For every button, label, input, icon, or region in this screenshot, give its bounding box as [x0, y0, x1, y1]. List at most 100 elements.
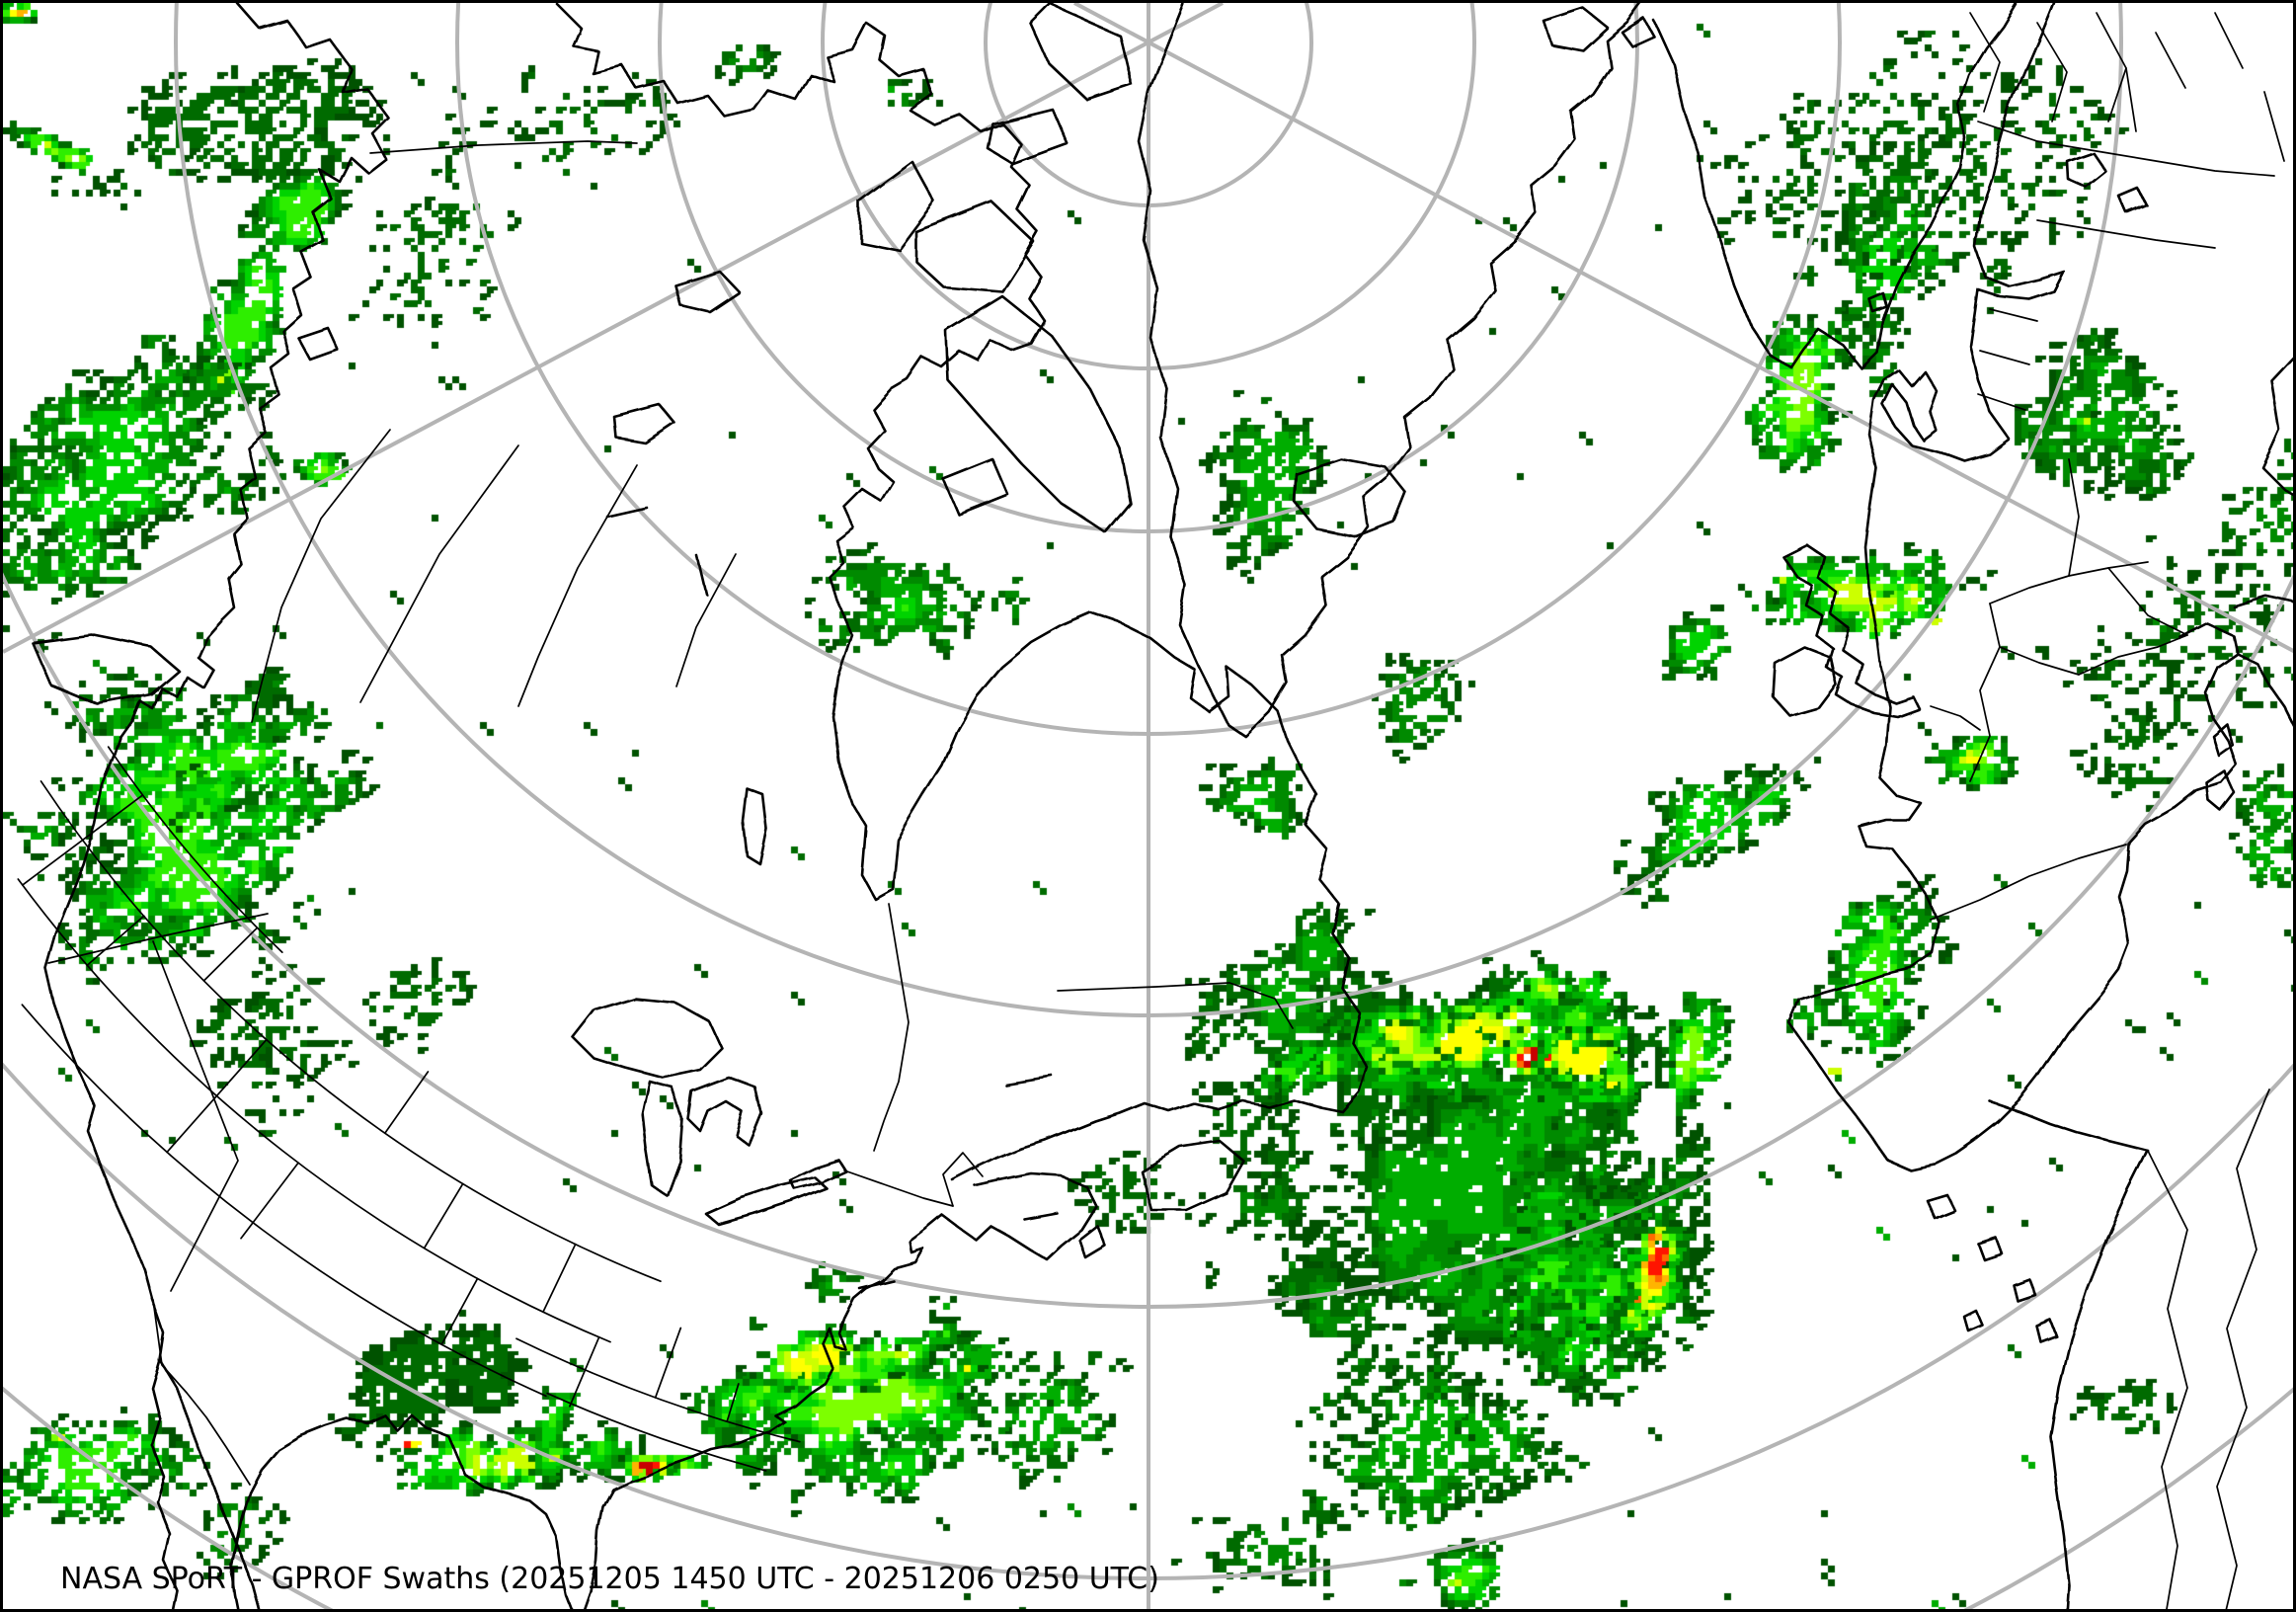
border-line: [517, 464, 638, 707]
coastline-path: [1781, 542, 1921, 718]
political-borders: [17, 12, 2285, 1609]
coastline-path: [297, 327, 341, 363]
coastline-path: [2174, 651, 2293, 810]
coastlines: [31, 3, 2293, 1609]
coastline-path: [788, 1159, 848, 1191]
state-border-meridian: [726, 1383, 740, 1423]
coastline-path: [605, 506, 649, 519]
border-line: [1969, 603, 2001, 782]
coastline-path: [2205, 769, 2237, 813]
state-border-meridian: [166, 1038, 268, 1154]
border-line: [369, 140, 638, 154]
border-line: [2216, 1088, 2270, 1609]
coastline-path: [2117, 187, 2148, 214]
border-line: [1999, 646, 2080, 676]
border-line: [2214, 12, 2244, 69]
state-border-parallel: [21, 1004, 547, 1398]
coastline-path: [2065, 150, 2107, 189]
coastline-path: [43, 3, 390, 1609]
coastline-path: [1023, 1212, 1060, 1222]
coastline-path: [858, 1279, 896, 1291]
border-line: [1977, 121, 2275, 177]
border-line: [873, 903, 910, 1152]
coastline-path: [31, 633, 181, 706]
coastline-path: [1867, 291, 1889, 314]
border-line: [1979, 350, 2030, 365]
coastline-path: [613, 404, 677, 445]
coastline-path: [1771, 645, 1838, 718]
coastline-path: [2178, 621, 2239, 655]
coastline-path: [641, 1080, 684, 1197]
border-line: [2107, 567, 2188, 636]
coastline-path: [229, 1172, 1098, 1609]
state-border-meridian: [21, 794, 144, 886]
coastline-path: [941, 457, 1009, 516]
coastline-path: [858, 161, 937, 252]
coastline-path: [572, 997, 724, 1080]
border-line: [1969, 12, 2001, 113]
coastline-path: [150, 1358, 179, 1609]
coastline-path: [1962, 1309, 1984, 1332]
border-line: [2263, 91, 2285, 162]
border-line: [1930, 844, 2127, 921]
state-border-meridian: [383, 1071, 430, 1135]
coastline-path: [695, 554, 708, 596]
basemap-layer: [3, 3, 2293, 1609]
border-line: [1930, 705, 1981, 731]
coastline-path: [1542, 6, 1610, 52]
state-border-meridian: [202, 927, 259, 982]
coastline-path: [673, 270, 742, 314]
state-border-parallel: [17, 878, 611, 1343]
coastline-path: [1988, 1099, 2150, 1153]
coastline-path: [1652, 3, 2017, 370]
state-border-meridian: [440, 1277, 479, 1346]
coastline-path: [1293, 457, 1407, 538]
state-border-meridian: [542, 1243, 577, 1314]
meridian-line: [3, 3, 1224, 654]
coastline-path: [1139, 1139, 1245, 1212]
graticule-grid: [3, 3, 2293, 1609]
coastline-path: [1976, 1236, 2004, 1261]
coastline-path: [686, 1076, 763, 1147]
border-line: [2036, 219, 2216, 249]
border-line: [2125, 67, 2137, 132]
coastline-path: [1002, 1074, 1054, 1086]
coastline-path: [1925, 1192, 1956, 1220]
coastline-path: [2231, 594, 2293, 607]
coastline-path: [914, 201, 1036, 293]
coastline-path: [2260, 355, 2293, 496]
coastline-path: [1621, 17, 1656, 48]
border-line: [2155, 32, 2186, 89]
coastline-path: [944, 294, 1133, 535]
coastline-path: [1788, 3, 2177, 1170]
state-border-meridian: [423, 1182, 464, 1249]
state-border-parallel: [40, 780, 662, 1283]
state-border-meridian: [86, 915, 145, 967]
border-line: [251, 429, 391, 723]
border-line: [1989, 308, 2038, 322]
border-line: [2036, 22, 2068, 122]
border-line: [2078, 634, 2188, 676]
coastline-path: [704, 1175, 829, 1226]
border-line: [843, 1169, 954, 1207]
meridian-line: [1073, 3, 2293, 654]
coastline-path: [1030, 3, 1133, 101]
coastline-path: [1137, 3, 1644, 738]
border-line: [1977, 393, 2026, 411]
coastline-path: [1077, 1224, 1107, 1259]
state-border-meridian: [654, 1327, 682, 1399]
border-line: [1989, 561, 2149, 604]
map-caption: NASA SPoRT - GPROF Swaths (20251205 1450…: [60, 1562, 1159, 1596]
border-line: [152, 940, 239, 1292]
border-line: [1057, 982, 1294, 1029]
border-line: [942, 1152, 984, 1207]
coastline-path: [741, 786, 768, 865]
border-line: [675, 553, 737, 687]
state-border-meridian: [240, 1162, 299, 1240]
state-border-parallel: [107, 746, 283, 953]
border-line: [2147, 1150, 2188, 1609]
coastline-path: [2012, 1277, 2037, 1303]
coastline-path: [2211, 722, 2235, 758]
coastline-path: [986, 107, 1069, 165]
